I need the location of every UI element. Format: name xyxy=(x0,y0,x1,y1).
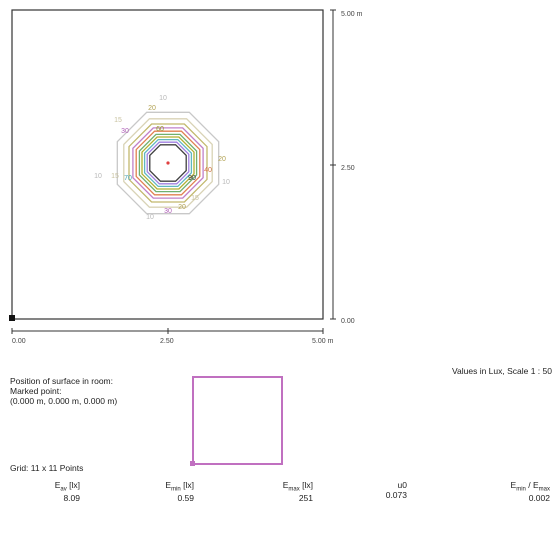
position-line: Position of surface in room: xyxy=(10,376,113,386)
contour-label: 30 xyxy=(121,128,129,135)
isolux-line-40 xyxy=(135,130,201,196)
stat-value: 251 xyxy=(298,492,313,503)
stat-column: Eav [lx] 8.09 xyxy=(55,480,80,503)
x-tick-label: 5.00 m xyxy=(312,338,334,345)
isolux-line-60 xyxy=(141,136,195,190)
x-tick-label: 0.00 xyxy=(12,338,26,345)
stat-value: 0.002 xyxy=(528,492,550,503)
isolux-line-30 xyxy=(132,127,204,199)
contour-label: 10 xyxy=(159,95,167,102)
surface-position-inset xyxy=(192,376,283,465)
origin-marker xyxy=(9,315,15,321)
stat-column: Emax [lx] 251 xyxy=(283,480,313,503)
contour-label: 20 xyxy=(218,156,226,163)
contour-label: 20 xyxy=(148,105,156,112)
stat-header: Eav [lx] xyxy=(54,480,80,493)
stat-header: Emin / Emax xyxy=(510,480,550,493)
room-outline xyxy=(11,9,324,320)
y-tick-label: 2.50 xyxy=(341,165,355,172)
isolux-line-50 xyxy=(138,133,198,193)
contour-label: 15 xyxy=(111,173,119,180)
position-text: Position of surface in room: Marked poin… xyxy=(10,376,117,406)
isolux-line-90 xyxy=(149,144,187,182)
position-line: (0.000 m, 0.000 m, 0.000 m) xyxy=(10,396,118,406)
stat-column: Emin / Emax 0.002 xyxy=(511,480,550,503)
stat-column: Emin [lx] 0.59 xyxy=(165,480,194,503)
stat-column: u0 0.073 xyxy=(386,480,407,500)
stat-value: 0.59 xyxy=(177,492,194,503)
isolux-contours xyxy=(116,111,220,215)
contour-label: 90 xyxy=(188,175,196,182)
stat-header: u0 xyxy=(397,480,407,490)
x-tick-label: 2.50 xyxy=(160,338,174,345)
isolux-line-10 xyxy=(116,111,220,215)
grid-text: Grid: 11 x 11 Points xyxy=(10,463,84,473)
contour-label: 15 xyxy=(114,117,122,124)
contour-label: 70 xyxy=(124,175,132,182)
stat-value: 0.073 xyxy=(385,490,407,500)
contour-label: 10 xyxy=(222,179,230,186)
stat-value: 8.09 xyxy=(63,492,80,503)
y-tick-label: 5.00 m xyxy=(341,11,363,18)
contour-label: 20 xyxy=(178,204,186,211)
stat-header: Emax [lx] xyxy=(282,480,313,493)
contour-label: 60 xyxy=(156,126,164,133)
y-tick-label: 0.00 xyxy=(341,318,355,325)
isolux-line-15 xyxy=(123,118,213,208)
position-line: Marked point: xyxy=(10,386,62,396)
isolux-line-70 xyxy=(143,138,193,188)
isolux-line-80 xyxy=(146,141,190,185)
luminaire-point xyxy=(166,161,170,165)
marked-point xyxy=(190,461,195,466)
contour-label: 30 xyxy=(164,208,172,215)
contour-label: 15 xyxy=(191,195,199,202)
contour-label: 40 xyxy=(204,167,212,174)
contour-label: 10 xyxy=(146,214,154,221)
isolux-line-20 xyxy=(128,123,208,203)
scale-note: Values in Lux, Scale 1 : 50 xyxy=(451,366,552,376)
stat-header: Emin [lx] xyxy=(165,480,194,493)
contour-label: 10 xyxy=(94,173,102,180)
